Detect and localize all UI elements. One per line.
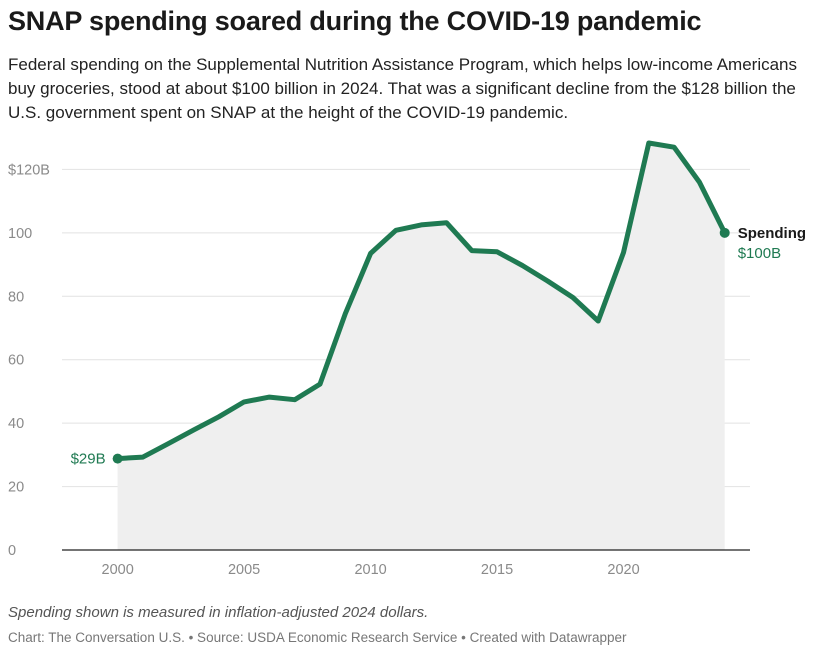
credits: Chart: The Conversation U.S. • Source: U…: [8, 630, 627, 645]
y-tick-label: 60: [8, 353, 24, 369]
x-tick-label: 2020: [607, 562, 639, 578]
start-value-label: $29B: [71, 451, 106, 468]
axes: 0 20 40 60 80 100 $120B 2000 2005 2010 2015 2020: [8, 162, 750, 578]
y-tick-label: 40: [8, 416, 24, 432]
end-point: [719, 227, 730, 238]
x-tick-label: 2005: [228, 562, 260, 578]
y-tick-label: $120B: [8, 162, 50, 178]
spending-area: [117, 143, 725, 550]
snap-spending-chart: 0 20 40 60 80 100 $120B 2000 2005 2010 2015 2020 $2…: [8, 140, 806, 578]
y-tick-label: 20: [8, 480, 24, 496]
y-tick-label: 80: [8, 289, 24, 305]
chart-title: SNAP spending soared during the COVID-19…: [8, 6, 702, 36]
y-tick-label: 0: [8, 543, 16, 559]
start-point: [112, 453, 123, 464]
series-end-label: Spending: [738, 225, 806, 242]
chart-subtitle: Federal spending on the Supplemental Nut…: [8, 55, 798, 122]
annotations: $29B Spending $100B: [71, 225, 806, 468]
x-tick-label: 2000: [102, 562, 134, 578]
data-points: [112, 227, 730, 464]
end-value-label: $100B: [738, 245, 781, 262]
x-tick-label: 2015: [481, 562, 513, 578]
y-tick-label: 100: [8, 226, 32, 242]
footnote: Spending shown is measured in inflation-…: [8, 604, 429, 621]
x-tick-label: 2010: [354, 562, 386, 578]
spending-line: [115, 140, 728, 462]
